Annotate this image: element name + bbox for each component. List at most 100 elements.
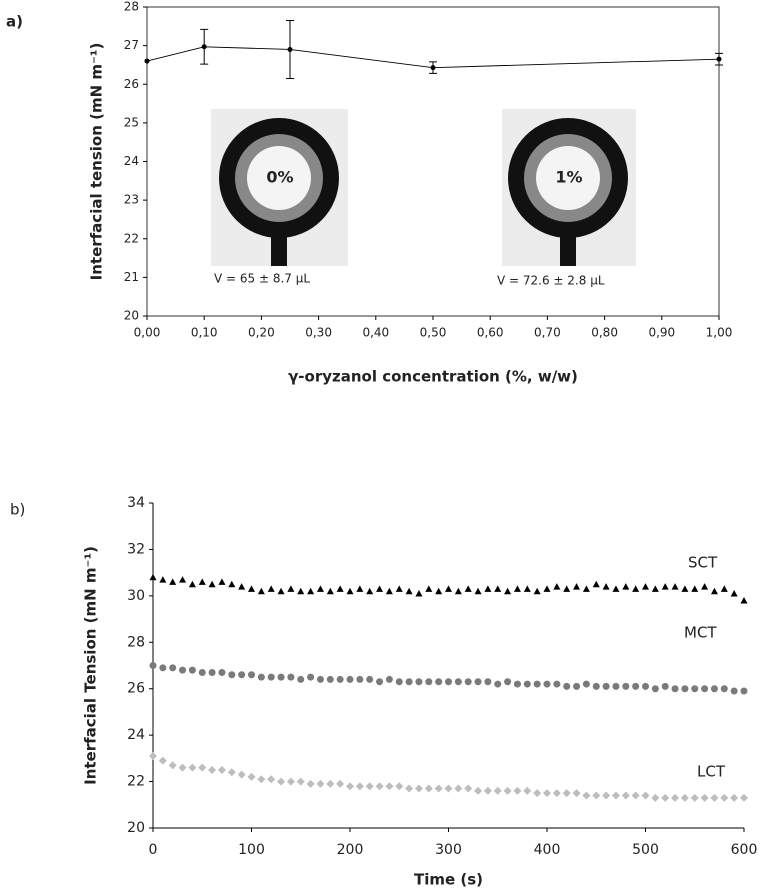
y-tick-label: 28 (124, 0, 139, 14)
data-point (326, 675, 334, 683)
data-point (493, 786, 502, 795)
y-tick-label: 27 (124, 38, 139, 52)
data-point (602, 791, 611, 800)
data-point (287, 46, 293, 52)
data-point (376, 678, 384, 686)
annotation: 0% (266, 168, 293, 187)
data-point (651, 585, 659, 592)
data-point (681, 585, 689, 592)
data-point (651, 685, 659, 693)
data-point (395, 782, 404, 791)
data-point (513, 680, 521, 688)
data-point (286, 777, 295, 786)
data-point (543, 680, 551, 688)
data-point (414, 784, 423, 793)
x-tick-label: 100 (238, 842, 265, 858)
data-point (612, 682, 620, 690)
y-tick-label: 26 (127, 681, 145, 697)
data-point (385, 782, 394, 791)
data-point (159, 576, 167, 583)
data-point (454, 784, 463, 793)
data-point (267, 673, 275, 681)
data-point (552, 789, 561, 798)
annotation: V = 72.6 ± 2.8 µL (497, 274, 605, 288)
data-point (503, 786, 512, 795)
data-point (641, 791, 650, 800)
data-point (563, 682, 571, 690)
data-point (430, 65, 436, 71)
data-point (582, 585, 590, 592)
data-point (159, 664, 167, 672)
panel-label: a) (6, 13, 23, 31)
data-point (227, 768, 236, 777)
x-tick-label: 300 (435, 842, 462, 858)
data-point (651, 793, 660, 802)
data-point (504, 587, 512, 595)
x-tick-label: 0,80 (591, 326, 618, 340)
data-point (277, 587, 285, 595)
data-point (563, 585, 571, 592)
data-point (178, 763, 187, 772)
series-label: MCT (684, 624, 717, 642)
x-axis-label: γ-oryzanol concentration (%, w/w) (288, 368, 578, 386)
data-point (287, 673, 295, 681)
data-point (445, 585, 452, 592)
data-point (277, 673, 285, 681)
data-point (149, 573, 157, 581)
data-point (287, 585, 295, 592)
data-point (307, 673, 315, 681)
data-point (198, 668, 206, 676)
x-tick-label: 0,20 (248, 326, 275, 340)
data-point (533, 680, 541, 688)
data-point (740, 793, 748, 802)
data-point (257, 775, 266, 784)
data-point (169, 578, 177, 585)
data-point (356, 675, 364, 683)
data-point (228, 671, 236, 679)
y-tick-label: 30 (127, 588, 145, 604)
data-point (592, 682, 600, 690)
droplet-image (211, 109, 348, 266)
data-point (248, 671, 255, 679)
data-point (198, 763, 207, 772)
data-point (671, 685, 679, 693)
data-point (208, 580, 216, 588)
data-point (336, 675, 344, 683)
y-tick-label: 24 (127, 727, 145, 743)
y-axis-label: Interfacial tension (mN m⁻¹) (88, 43, 106, 281)
data-point (720, 793, 729, 802)
x-tick-label: 0,40 (362, 326, 389, 340)
data-point (661, 682, 669, 690)
data-point (201, 44, 207, 50)
data-point (631, 791, 640, 800)
data-point (277, 777, 286, 786)
data-point (425, 585, 433, 592)
y-tick-label: 26 (124, 77, 139, 91)
x-tick-label: 0,10 (191, 326, 218, 340)
data-point (602, 583, 610, 590)
data-point (582, 680, 590, 688)
data-point (474, 678, 482, 686)
data-point (533, 789, 542, 798)
data-point (484, 585, 492, 592)
data-point (454, 678, 462, 686)
data-point (444, 784, 453, 793)
data-point (632, 682, 640, 690)
data-point (149, 662, 157, 669)
y-axis-label: Interfacial Tension (mN m⁻¹) (82, 546, 100, 785)
data-point (366, 675, 374, 683)
data-point (257, 673, 265, 681)
data-point (691, 685, 699, 693)
data-point (336, 779, 345, 788)
data-point (474, 587, 482, 595)
data-point (710, 793, 719, 802)
data-point (602, 682, 610, 690)
data-point (376, 585, 384, 592)
data-point (513, 786, 522, 795)
data-point (612, 585, 620, 592)
data-point (385, 587, 393, 595)
data-point (326, 587, 334, 595)
data-point (346, 675, 354, 683)
data-point (188, 666, 196, 674)
